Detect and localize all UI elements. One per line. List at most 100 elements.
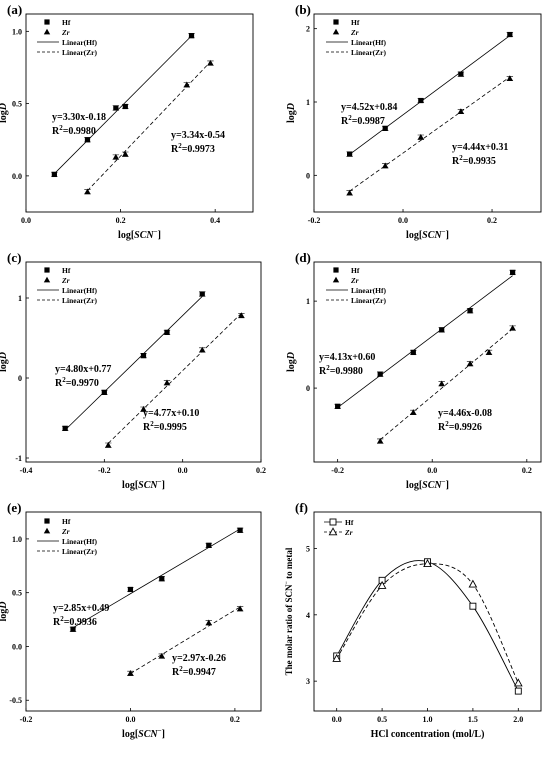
x-tick-label: -0.2 — [98, 466, 111, 475]
fit-equation: y=3.34x-0.54 — [171, 130, 225, 141]
data-point-zr — [140, 405, 147, 412]
data-point-hf — [127, 586, 134, 593]
data-point-zr — [468, 579, 478, 588]
legend-swatch-hf — [329, 518, 337, 526]
data-point-zr — [236, 605, 244, 612]
fit-equation: y=4.80x+0.77 — [55, 364, 111, 375]
fit-r-squared: R2=0.9973 — [171, 142, 215, 155]
legend-swatch-zr — [332, 28, 340, 35]
data-point-hf — [62, 425, 68, 431]
plot-frame — [25, 13, 254, 213]
curve-hf — [336, 560, 519, 692]
plot-frame — [313, 261, 542, 463]
data-point-zr — [183, 81, 190, 88]
legend-swatch-hf — [333, 19, 339, 25]
y-tick-label: -0.5 — [9, 696, 22, 705]
y-axis-label: logD — [286, 352, 297, 372]
x-tick-label: 0.2 — [487, 216, 497, 225]
legend-label: Hf — [62, 18, 71, 27]
data-point-hf — [458, 71, 464, 77]
data-point-zr — [382, 162, 389, 169]
fit-r-squared: R2=0.9980 — [319, 364, 363, 377]
y-tick-label: 5 — [306, 544, 310, 553]
y-tick-label: 0 — [18, 374, 22, 383]
legend-label: Linear(Zr) — [62, 547, 97, 556]
legend-label: Linear(Hf) — [62, 38, 97, 47]
x-tick-label: 0.0 — [178, 466, 188, 475]
series-hf — [333, 558, 522, 695]
x-tick-label: 0.2 — [230, 715, 240, 724]
x-tick-label: 0.0 — [125, 715, 135, 724]
series-zr — [127, 605, 244, 676]
y-tick-label: 3 — [306, 677, 310, 686]
x-tick-label: -0.2 — [331, 466, 344, 475]
x-tick-label: -0.2 — [20, 715, 33, 724]
x-axis-label: HCl concentration (mol/L) — [371, 729, 485, 740]
fit-equation: y=4.44x+0.31 — [452, 142, 508, 153]
fit-r-squared: R2=0.9935 — [452, 154, 496, 167]
legend-label: Hf — [351, 18, 360, 27]
fit-line-zr — [379, 328, 513, 440]
data-point-hf — [418, 97, 424, 104]
legend-label: Linear(Hf) — [351, 286, 386, 295]
data-point-zr — [238, 312, 245, 318]
legend-label: Linear(Hf) — [351, 38, 386, 47]
data-point-zr — [105, 441, 112, 448]
y-axis-label: logD — [0, 352, 9, 372]
data-point-hf — [237, 527, 243, 533]
y-tick-label: 2 — [306, 25, 310, 34]
legend-label: Linear(Zr) — [351, 48, 386, 57]
fit-r-squared: R2=0.9980 — [52, 124, 96, 137]
y-tick-label: 1.0 — [12, 535, 22, 544]
panel-label: (b) — [295, 2, 311, 17]
series-hf — [69, 527, 244, 632]
x-tick-label: 0.0 — [21, 216, 31, 225]
data-point-zr — [332, 653, 342, 662]
legend-label: Hf — [62, 517, 71, 526]
data-point-hf — [410, 349, 416, 356]
legend-label: Linear(Zr) — [62, 48, 97, 57]
data-point-hf — [382, 125, 388, 131]
data-point-zr — [163, 379, 171, 386]
legend-swatch-zr — [43, 28, 51, 35]
plot-frame — [25, 511, 262, 712]
legend-swatch-hf — [44, 518, 50, 524]
plot-frame — [313, 13, 542, 213]
x-tick-label: -0.4 — [20, 466, 33, 475]
chart-panel-f: 0.0 0.5 1.0 1.5 2.0 3 4 5 HCl concentration (mol… — [284, 511, 542, 740]
chart-panel-b: -0.2 0.0 0.2 0 1 2 log[SCN−] logD HfZrLinear(Hf)… — [286, 13, 542, 241]
x-axis-label: log[SCN−] — [122, 727, 165, 740]
legend-label: Linear(Hf) — [62, 286, 97, 295]
panel-label: (e) — [7, 500, 21, 515]
data-point-zr — [112, 153, 120, 160]
y-tick-label: 0 — [306, 171, 310, 180]
x-tick-label: 0.4 — [210, 216, 220, 225]
legend-swatch-hf — [44, 267, 50, 273]
data-point-hf — [164, 329, 170, 335]
legend-swatch-zr — [43, 276, 51, 283]
x-tick-label: 0.0 — [398, 216, 408, 225]
y-axis-label: logD — [0, 601, 9, 621]
data-point-zr — [438, 380, 445, 387]
y-tick-label: 4 — [306, 611, 310, 620]
data-point-hf — [507, 31, 513, 38]
chart-panel-d: -0.2 0.0 0.2 0 1 log[SCN−] logD HfZrLinear(Hf)L… — [286, 261, 542, 491]
fit-line-hf — [337, 275, 513, 408]
panel-label: (a) — [7, 2, 22, 17]
y-tick-label: -1 — [15, 454, 22, 463]
series-hf — [51, 33, 195, 178]
legend-label: Hf — [345, 518, 354, 527]
fit-line-hf — [64, 296, 203, 431]
y-tick-label: 0.0 — [12, 642, 22, 651]
data-point-hf — [377, 371, 383, 377]
legend-swatch-zr — [332, 276, 340, 283]
legend-label: Linear(Zr) — [351, 296, 386, 305]
fit-r-squared: R2=0.9926 — [438, 420, 482, 433]
data-point-zr — [457, 108, 465, 114]
